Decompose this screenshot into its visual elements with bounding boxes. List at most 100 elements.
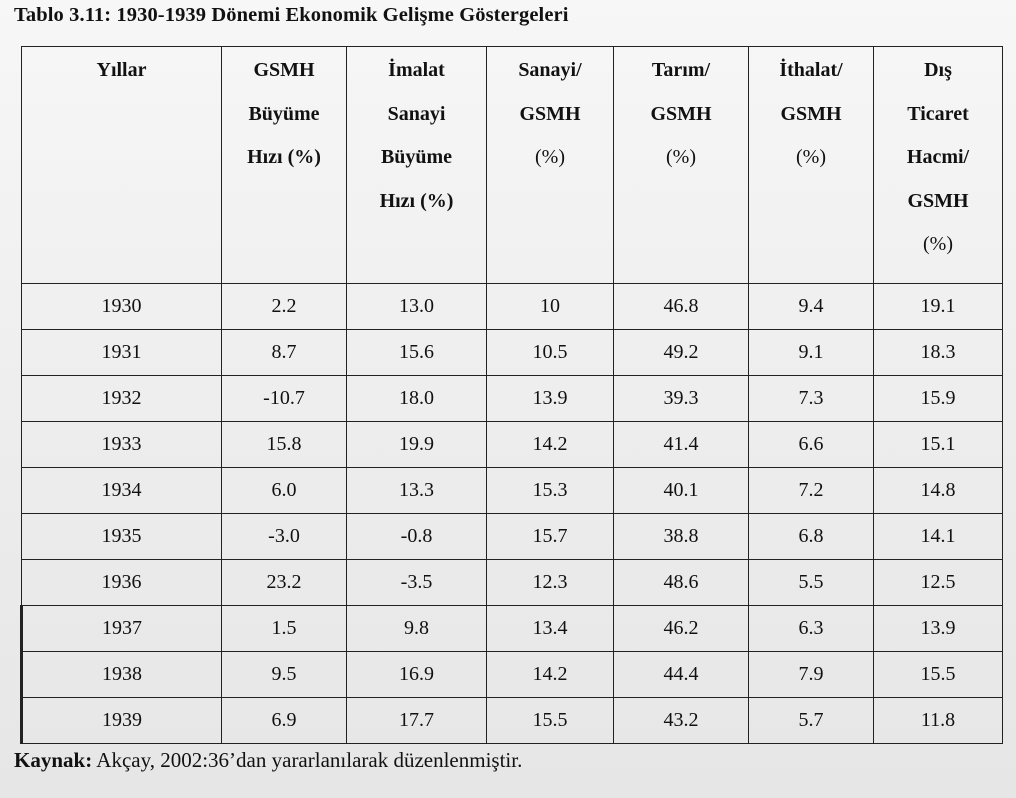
table-cell: 15.5 [873,651,1003,698]
table-cell: 17.7 [346,697,487,744]
table-cell: 38.8 [613,513,749,560]
table-cell: 6.6 [748,421,874,468]
table-cell: 14.2 [486,421,614,468]
table-cell: 5.7 [748,697,874,744]
table-cell: -10.7 [221,375,347,422]
header-line: (%) [923,233,953,255]
table-cell: 44.4 [613,651,749,698]
table-cell: 1937 [20,605,222,652]
table-row: 1930 2.2 13.0 10 46.8 9.4 19.1 [21,283,1003,330]
table-cell: 1935 [21,513,222,560]
table-row: 1931 8.7 15.6 10.5 49.2 9.1 18.3 [21,329,1003,376]
header-line: GSMH [780,102,842,125]
header-line: GSMH [253,59,315,81]
header-line: Dış [924,59,952,81]
header-line: GSMH [907,189,969,212]
table-cell: 18.3 [873,329,1003,376]
table-cell: 2.2 [221,283,347,330]
table-cell: 14.1 [873,513,1003,560]
indicators-table: Yıllar GSMH Büyüme Hızı (%) İmalat Sanayi Bü… [20,46,1003,744]
header-year: Yıllar [21,46,222,284]
table-cell: 6.8 [748,513,874,560]
table-cell: 49.2 [613,329,749,376]
table-cell: 15.5 [486,697,614,744]
table-cell: 15.8 [221,421,347,468]
header-line: (%) [666,146,696,168]
table-cell: 23.2 [221,559,347,606]
source-text: Akçay, 2002:36’dan yararlanılarak düzenl… [92,748,523,772]
table-cell: 39.3 [613,375,749,422]
table-cell: 46.2 [613,605,749,652]
table-cell: 7.3 [748,375,874,422]
header-line: (%) [796,146,826,168]
table-cell: -3.5 [346,559,487,606]
table-row: 1939 6.9 17.7 15.5 43.2 5.7 11.8 [20,697,1003,744]
table-cell: 6.0 [221,467,347,514]
table-cell: 15.9 [873,375,1003,422]
table-cell: 1931 [21,329,222,376]
header-gsmh-growth: GSMH Büyüme Hızı (%) [221,46,347,284]
table-cell: 13.9 [486,375,614,422]
header-line: Ticaret [907,102,969,125]
table-cell: 41.4 [613,421,749,468]
table-cell: 10.5 [486,329,614,376]
table-cell: 46.8 [613,283,749,330]
header-row: Yıllar GSMH Büyüme Hızı (%) İmalat Sanayi Bü… [21,46,1003,284]
table-cell: 12.3 [486,559,614,606]
header-line: GSMH [519,102,581,125]
table-cell: 1.5 [221,605,347,652]
table-row: 1933 15.8 19.9 14.2 41.4 6.6 15.1 [21,421,1003,468]
table-cell: 6.3 [748,605,874,652]
table-cell: 48.6 [613,559,749,606]
header-import-gsmh: İthalat/GSMH (%) [748,46,874,284]
table-cell: 9.8 [346,605,487,652]
table-body: 1930 2.2 13.0 10 46.8 9.4 19.1 1931 8.7 15.6 10.5 4… [20,283,1003,744]
header-line: Hızı (%) [379,189,454,212]
table-cell: 7.9 [748,651,874,698]
table-row: 1936 23.2 -3.5 12.3 48.6 5.5 12.5 [21,559,1003,606]
table-cell: 11.8 [873,697,1003,744]
table-cell: 9.5 [221,651,347,698]
header-line: Büyüme [380,146,453,168]
table-cell: 14.8 [873,467,1003,514]
table-cell: -0.8 [346,513,487,560]
table-cell: 19.9 [346,421,487,468]
table-row: 1932 -10.7 18.0 13.9 39.3 7.3 15.9 [21,375,1003,422]
header-line: GSMH [650,102,712,125]
header-industry-gsmh: Sanayi/GSMH (%) [486,46,614,284]
header-line: Hızı (%) [247,146,321,168]
table-cell: 7.2 [748,467,874,514]
source-label: Kaynak: [14,748,93,772]
header-line: Hacmi/ [906,146,970,168]
table-cell: 14.2 [486,651,614,698]
table-row: 1937 1.5 9.8 13.4 46.2 6.3 13.9 [20,605,1003,652]
table-cell: 15.7 [486,513,614,560]
table-caption: Tablo 3.11: 1930-1939 Dönemi Ekonomik Ge… [14,4,569,26]
table-cell: 13.9 [873,605,1003,652]
header-line: Tarım/ [651,59,711,81]
header-agriculture-gsmh: Tarım/GSMH (%) [613,46,749,284]
table-cell: 5.5 [748,559,874,606]
source-note: Kaynak: Akçay, 2002:36’dan yararlanılara… [14,748,522,773]
header-line: (%) [535,146,565,168]
table-cell: 18.0 [346,375,487,422]
table-cell: 8.7 [221,329,347,376]
table-cell: 1932 [21,375,222,422]
table-cell: 1933 [21,421,222,468]
table-cell: 13.3 [346,467,487,514]
table-cell: -3.0 [221,513,347,560]
table-cell: 1936 [21,559,222,606]
table-cell: 1939 [20,697,222,744]
table-cell: 13.4 [486,605,614,652]
table-cell: 6.9 [221,697,347,744]
table-cell: 9.4 [748,283,874,330]
table-cell: 9.1 [748,329,874,376]
table-cell: 1938 [20,651,222,698]
table-cell: 16.9 [346,651,487,698]
table-cell: 43.2 [613,697,749,744]
table-row: 1935 -3.0 -0.8 15.7 38.8 6.8 14.1 [21,513,1003,560]
header-manufacturing-growth: İmalat Sanayi Büyüme Hızı (%) [346,46,487,284]
table-row: 1938 9.5 16.9 14.2 44.4 7.9 15.5 [20,651,1003,698]
header-line: Büyüme [248,102,320,125]
header-line: İmalat [388,59,445,81]
